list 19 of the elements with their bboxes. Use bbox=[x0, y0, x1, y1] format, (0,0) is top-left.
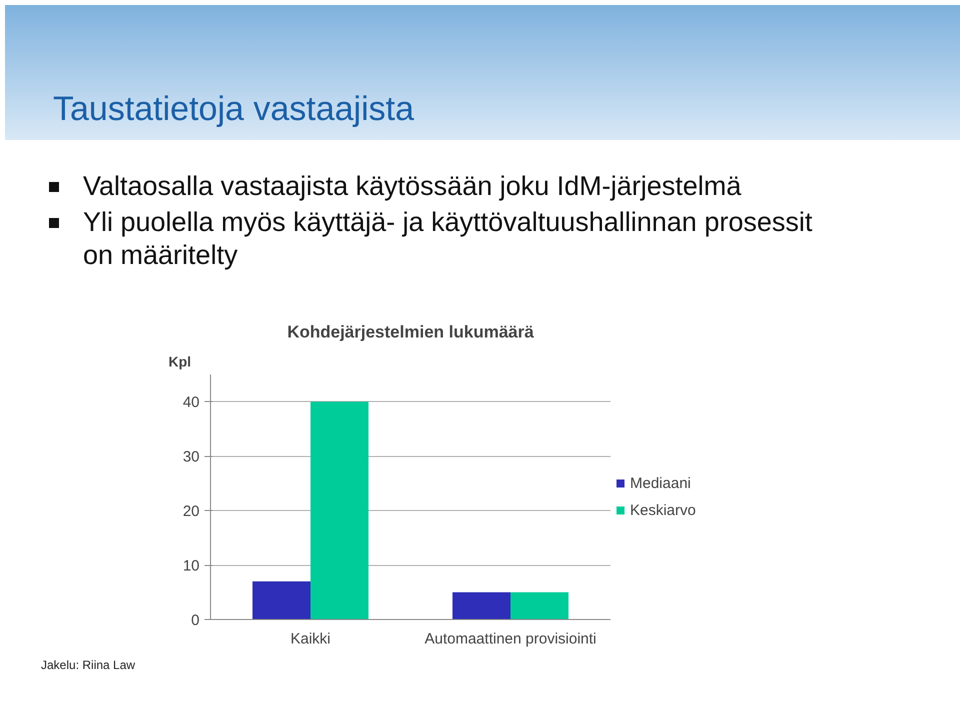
y-tick-label: 20 bbox=[182, 503, 200, 520]
y-tick-label: 10 bbox=[182, 558, 200, 575]
bar bbox=[510, 592, 568, 620]
y-tick-label: 40 bbox=[182, 394, 200, 412]
y-tick-label: 0 bbox=[191, 612, 200, 629]
text: Valtaosalla vastaajista käytössään joku IdM-järjestelmä bbox=[83, 170, 742, 202]
bar bbox=[310, 402, 368, 620]
legend-label: Mediaani bbox=[630, 474, 691, 492]
y-tick-label: 30 bbox=[182, 448, 200, 466]
x-tick-label: Automaattinen provisiointi bbox=[424, 630, 596, 648]
bar bbox=[452, 592, 510, 620]
bar bbox=[252, 581, 310, 620]
chart-subtitle: Kohdejärjestelmien lukumäärä bbox=[287, 322, 534, 342]
text: Jakelu: Riina Law bbox=[40, 657, 136, 674]
y-axis-title: Kpl bbox=[168, 354, 192, 370]
text: Yli puolella myös käyttäjä- ja käyttövaltuushallinnan prosessit on määritelty bbox=[83, 206, 814, 272]
chart-title: Taustatietoja vastaajista bbox=[52, 89, 414, 130]
legend-label: Keskiarvo bbox=[630, 502, 696, 518]
x-tick-label: Kaikki bbox=[290, 630, 331, 648]
